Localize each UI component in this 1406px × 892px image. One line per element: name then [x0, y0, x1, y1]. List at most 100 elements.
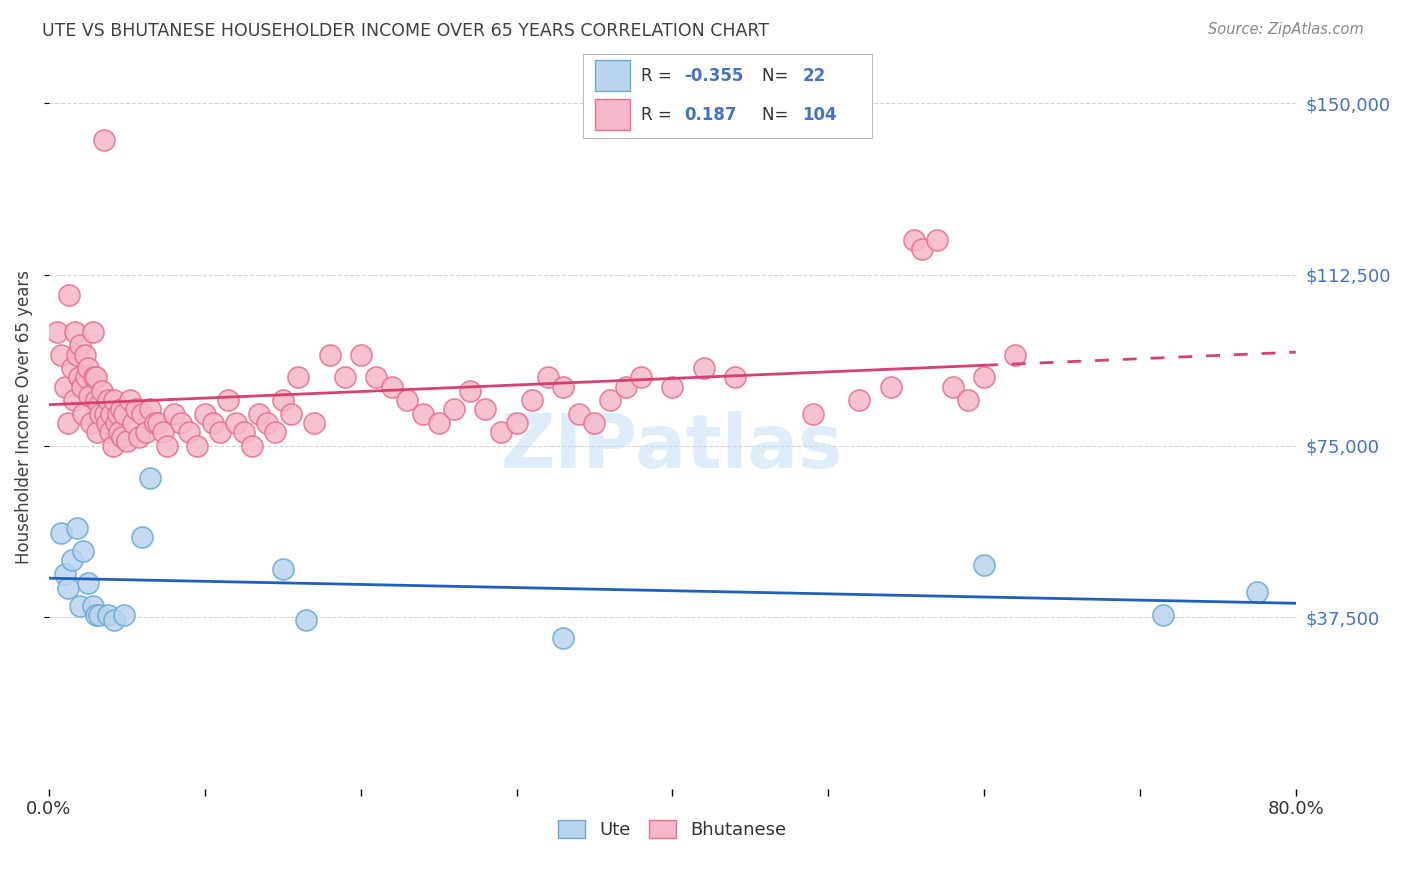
- Point: [505, 416, 527, 430]
- Point: [72, 407, 94, 421]
- Point: [84, 607, 107, 622]
- Point: [152, 425, 174, 440]
- Point: [879, 379, 901, 393]
- Point: [139, 471, 162, 485]
- Point: [568, 407, 591, 421]
- Point: [58, 288, 80, 302]
- Point: [96, 416, 118, 430]
- Point: [104, 416, 127, 430]
- Point: [112, 407, 135, 421]
- Point: [225, 416, 247, 430]
- Point: [661, 379, 683, 393]
- Point: [801, 407, 824, 421]
- Point: [56, 581, 79, 595]
- Point: [427, 416, 450, 430]
- Point: [87, 607, 110, 622]
- Point: [692, 361, 714, 376]
- Point: [614, 379, 637, 393]
- Point: [45, 325, 67, 339]
- Point: [66, 347, 89, 361]
- Point: [67, 370, 90, 384]
- Point: [489, 425, 512, 440]
- Point: [122, 416, 145, 430]
- Point: [131, 530, 153, 544]
- Point: [79, 389, 101, 403]
- Point: [100, 407, 122, 421]
- Point: [101, 439, 124, 453]
- Text: R =: R =: [641, 105, 678, 123]
- Point: [240, 439, 263, 453]
- Point: [84, 370, 107, 384]
- Point: [80, 416, 103, 430]
- Point: [73, 347, 96, 361]
- Text: 0.187: 0.187: [685, 105, 737, 123]
- Point: [118, 393, 141, 408]
- Point: [51, 525, 73, 540]
- Point: [84, 393, 107, 408]
- Point: [97, 607, 120, 622]
- Point: [82, 599, 104, 613]
- Point: [93, 133, 115, 147]
- Point: [60, 361, 83, 376]
- Point: [139, 402, 162, 417]
- Point: [97, 393, 120, 408]
- Point: [1246, 585, 1268, 599]
- Y-axis label: Householder Income Over 65 years: Householder Income Over 65 years: [15, 270, 32, 565]
- Point: [333, 370, 356, 384]
- Legend: Ute, Bhutanese: Ute, Bhutanese: [551, 813, 794, 847]
- Point: [115, 434, 138, 449]
- Point: [209, 425, 232, 440]
- Point: [903, 233, 925, 247]
- Point: [973, 558, 995, 572]
- Point: [128, 430, 150, 444]
- Point: [973, 370, 995, 384]
- Point: [1004, 347, 1026, 361]
- Point: [553, 631, 575, 645]
- Text: UTE VS BHUTANESE HOUSEHOLDER INCOME OVER 65 YEARS CORRELATION CHART: UTE VS BHUTANESE HOUSEHOLDER INCOME OVER…: [42, 22, 769, 40]
- Point: [474, 402, 496, 417]
- Point: [60, 553, 83, 567]
- Point: [443, 402, 465, 417]
- Point: [911, 243, 934, 257]
- Point: [103, 393, 125, 408]
- Point: [724, 370, 747, 384]
- Point: [91, 384, 114, 398]
- Point: [146, 416, 169, 430]
- Point: [256, 416, 278, 430]
- Point: [271, 393, 294, 408]
- Point: [94, 407, 117, 421]
- Point: [599, 393, 621, 408]
- Point: [163, 407, 186, 421]
- Point: [186, 439, 208, 453]
- Point: [51, 347, 73, 361]
- Point: [194, 407, 217, 421]
- Point: [412, 407, 434, 421]
- Point: [942, 379, 965, 393]
- Text: N=: N=: [762, 105, 794, 123]
- Point: [86, 425, 108, 440]
- Point: [56, 416, 79, 430]
- Point: [232, 425, 254, 440]
- Point: [366, 370, 388, 384]
- Point: [65, 325, 87, 339]
- Point: [107, 407, 129, 421]
- Point: [63, 393, 86, 408]
- Point: [318, 347, 340, 361]
- Point: [69, 599, 91, 613]
- Point: [520, 393, 543, 408]
- Text: ZIPatlas: ZIPatlas: [501, 410, 844, 483]
- Text: 104: 104: [803, 105, 837, 123]
- Point: [217, 393, 239, 408]
- Point: [143, 416, 166, 430]
- Text: Source: ZipAtlas.com: Source: ZipAtlas.com: [1208, 22, 1364, 37]
- Point: [75, 370, 97, 384]
- Point: [848, 393, 870, 408]
- Point: [179, 425, 201, 440]
- Point: [89, 407, 111, 421]
- Point: [583, 416, 606, 430]
- Point: [87, 398, 110, 412]
- Point: [271, 562, 294, 576]
- Point: [53, 379, 76, 393]
- Point: [1152, 607, 1174, 622]
- Point: [77, 361, 100, 376]
